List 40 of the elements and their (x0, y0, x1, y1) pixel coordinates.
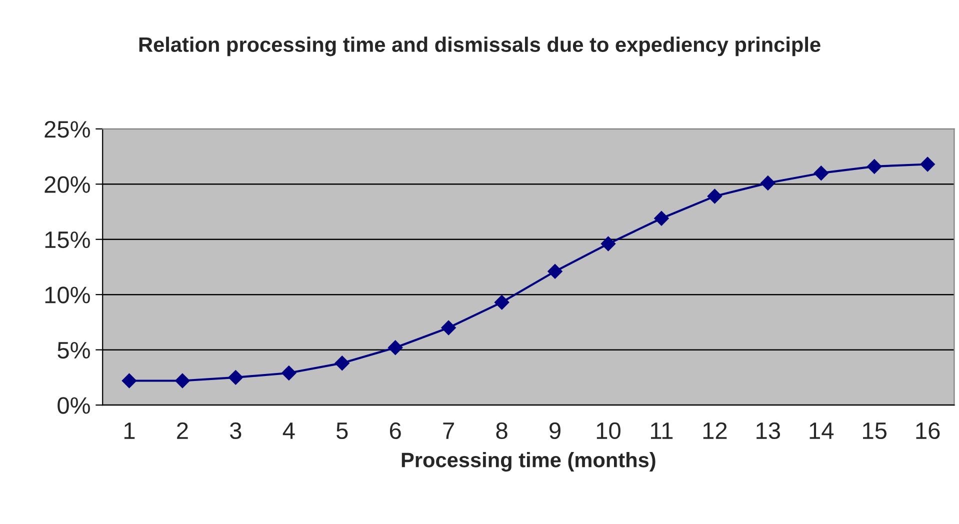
x-tick-label: 2 (177, 422, 188, 439)
y-tick-label: 20% (44, 176, 90, 193)
x-tick-label: 15 (863, 422, 887, 440)
y-tick-label: 15% (45, 232, 90, 248)
x-tick-label: 6 (390, 422, 401, 440)
x-tick-label: 13 (756, 422, 780, 440)
point (441, 320, 456, 336)
x-axis-title: Processing time (months) (402, 452, 656, 472)
point (920, 156, 935, 172)
point (388, 340, 403, 356)
point (122, 373, 137, 388)
point (334, 356, 350, 370)
point (228, 370, 244, 385)
point (760, 176, 776, 190)
y-tick-label: 5% (58, 342, 90, 359)
x-tick-label: 3 (230, 422, 242, 440)
x-tick-label: 12 (703, 422, 727, 439)
x-tick-label: 14 (810, 422, 834, 439)
x-tick-label: 16 (916, 422, 940, 440)
y-tick-label: 0% (58, 397, 90, 414)
x-tick-label: 5 (336, 422, 348, 440)
x-tick-label: 11 (651, 422, 673, 439)
chart-title: Relation processing time and dismissals due to expediency principle (139, 36, 820, 56)
x-tick-label: 8 (496, 422, 508, 440)
x-tick-label: 9 (550, 422, 560, 440)
point (282, 366, 296, 380)
point (866, 159, 882, 174)
x-tick-label: 4 (282, 422, 295, 439)
point (707, 188, 722, 204)
y-tick-label: 25% (44, 120, 90, 138)
x-tick-label: 7 (443, 422, 454, 439)
x-tick-label: 10 (596, 422, 620, 440)
point (814, 166, 829, 180)
point (654, 210, 669, 226)
y-tick-label: 10% (45, 286, 90, 304)
point (600, 236, 616, 252)
x-tick-label: 1 (124, 422, 135, 439)
point (494, 294, 510, 310)
point (175, 373, 190, 388)
point (548, 264, 562, 279)
